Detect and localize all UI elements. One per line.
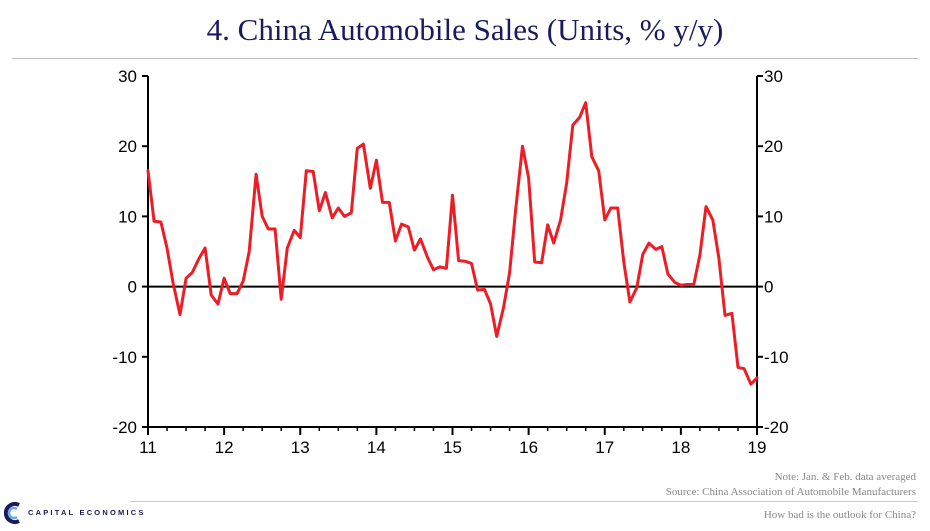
x-tick-label: 17 — [595, 438, 614, 457]
y-tick-label-right: 30 — [764, 67, 783, 86]
footer-divider — [130, 501, 918, 502]
x-tick-label: 12 — [215, 438, 234, 457]
logo-mark-icon — [3, 502, 20, 524]
y-tick-label-right: -10 — [764, 348, 789, 367]
source-note: Source: China Association of Automobile … — [665, 486, 916, 498]
x-tick-label: 19 — [748, 438, 767, 457]
x-tick-label: 14 — [367, 438, 386, 457]
chart-title: 4. China Automobile Sales (Units, % y/y) — [206, 12, 724, 47]
series-layer — [146, 101, 759, 386]
y-tick-label-left: 10 — [118, 207, 137, 226]
slide-caption: How bad is the outlook for China? — [763, 509, 916, 521]
x-tick-label: 15 — [443, 438, 462, 457]
y-tick-label-left: 20 — [118, 137, 137, 156]
y-tick-label-right: 10 — [764, 207, 783, 226]
x-tick-label: 11 — [139, 438, 157, 457]
series-line — [146, 101, 759, 386]
title-divider — [12, 58, 918, 59]
y-tick-label-right: -20 — [764, 418, 789, 437]
y-tick-label-left: 30 — [118, 67, 137, 86]
y-tick-label-left: -10 — [112, 348, 137, 367]
y-tick-label-right: 20 — [764, 137, 783, 156]
x-tick-label: 16 — [519, 438, 538, 457]
x-tick-label: 18 — [671, 438, 690, 457]
logo-wordmark: CAPITAL ECONOMICS — [28, 508, 146, 517]
y-tick-label-left: 0 — [128, 278, 137, 297]
capital-economics-logo: CAPITAL ECONOMICS — [3, 500, 204, 526]
chart-axes — [142, 75, 763, 435]
y-tick-label-left: -20 — [112, 418, 137, 437]
footnote: Note: Jan. & Feb. data averaged — [774, 471, 916, 483]
y-tick-label-right: 0 — [764, 278, 773, 297]
x-tick-label: 13 — [291, 438, 310, 457]
